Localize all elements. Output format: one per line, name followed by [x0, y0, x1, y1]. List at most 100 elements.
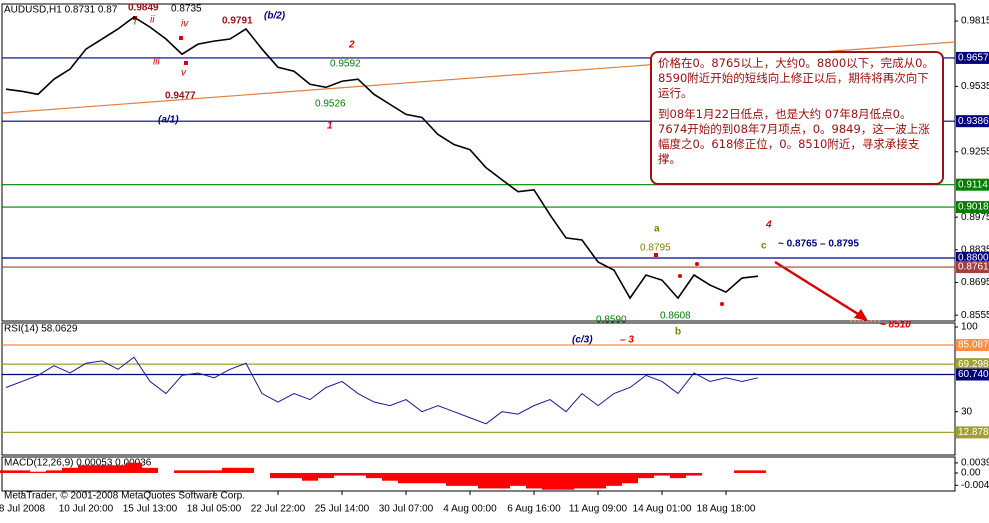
bar: [174, 470, 190, 473]
annotation: 0.8590: [596, 315, 627, 326]
line: [5, 356, 759, 425]
macd-panel: [1, 456, 956, 492]
annotation: v: [181, 68, 187, 79]
bar: [270, 472, 286, 479]
bar: [222, 467, 238, 473]
y-tick-label: 0.9535: [961, 81, 989, 92]
annotation: 0.9477: [165, 91, 196, 102]
bar: [318, 472, 334, 479]
level-label: 0.8761: [958, 262, 989, 273]
annotation: 4: [765, 220, 772, 231]
footer: MetaTrader, © 2001-2008 MetaQuotes Softw…: [4, 491, 245, 502]
annotation: (b/2): [264, 11, 286, 22]
annotation: 0.9592: [330, 59, 361, 70]
bar: [206, 470, 222, 473]
marker: [695, 262, 699, 266]
x-tick-label: 11 Aug 09:00: [569, 504, 628, 515]
level-label: 0.8800: [958, 253, 989, 264]
bar: [142, 467, 158, 473]
chart-title: AUDUSD,H1 0.8731 0.87: [4, 5, 118, 16]
y-tick-label: -0.00479: [961, 480, 989, 491]
marker: [184, 61, 188, 65]
bar: [14, 470, 30, 473]
note-box: 价格在0。8765以上，大约0。8800以下，完成从0。8590附近开始的短线向…: [650, 51, 944, 185]
level-label: 12.8788: [958, 427, 989, 438]
bar: [110, 465, 126, 473]
bar: [286, 472, 302, 479]
bar: [382, 472, 398, 481]
x-tick-label: 22 Jul 22:00: [251, 504, 306, 515]
y-tick-label: 0.8975: [961, 212, 989, 223]
x-tick-label: 25 Jul 14:00: [315, 504, 370, 515]
x-tick-label: 18 Jul 05:00: [187, 504, 242, 515]
y-tick-label: 30: [961, 406, 973, 417]
bar: [670, 472, 686, 479]
annotation: 0.9526: [315, 99, 346, 110]
bar: [414, 472, 430, 484]
y-tick-label: 0.00391: [961, 458, 989, 469]
y-tick-label: 0.00: [961, 468, 981, 479]
y-tick-label: 0.8695: [961, 277, 989, 288]
bar: [510, 472, 526, 486]
bar: [574, 472, 590, 489]
bar: [0, 470, 14, 473]
bar: [30, 471, 46, 473]
annotation: 2: [348, 40, 355, 51]
marker: [720, 302, 724, 306]
y-tick-label: 100: [961, 322, 978, 333]
bar: [654, 472, 670, 476]
annotation: 0.9791: [222, 16, 253, 27]
arrow: [774, 260, 867, 321]
note-text: 价格在0。8765以上，大约0。8800以下，完成从0。8590附近开始的短线向…: [658, 56, 934, 100]
x-tick-label: 8 Jul 2008: [0, 504, 46, 515]
rsi-title: RSI(14) 58.0629: [4, 324, 78, 335]
bar: [622, 472, 638, 484]
level-label: 0.9018: [958, 202, 989, 213]
y-tick-label: 0.8835: [961, 244, 989, 255]
level-label-box: [956, 51, 989, 64]
price-panel: [1, 3, 956, 322]
bar: [238, 467, 254, 473]
bar: [446, 472, 462, 486]
bar: [62, 467, 78, 473]
bar: [606, 472, 622, 486]
x-tick-label: 30 Jul 07:00: [379, 504, 434, 515]
bar: [302, 472, 318, 481]
annotation: ~ 8510: [880, 320, 911, 331]
bar: [350, 472, 366, 476]
annotation: 0.9849: [128, 3, 159, 14]
annotation: iv: [181, 19, 189, 30]
x-tick-label: 10 Jul 20:00: [59, 504, 114, 515]
level-label-box: [956, 426, 989, 439]
level-label: 0.9386: [958, 116, 989, 127]
bar: [590, 472, 606, 489]
annotation: 0.8735: [171, 4, 202, 15]
bar: [526, 472, 542, 489]
y-tick-label: 0.8555: [961, 310, 989, 321]
marker: [654, 253, 658, 257]
bar: [190, 470, 206, 473]
bar: [94, 465, 110, 473]
annotation: – 3: [620, 335, 634, 346]
bar: [126, 462, 142, 473]
level-label-box: [956, 201, 989, 214]
x-tick-label: 14 Aug 01:00: [633, 504, 692, 515]
annotation: 1: [327, 121, 333, 132]
y-tick-label: 0.9255: [961, 146, 989, 157]
bar: [366, 472, 382, 479]
bar: [46, 470, 62, 473]
y-tick-label: 0.9815: [961, 16, 989, 27]
bar: [638, 472, 654, 479]
x-tick-label: 4 Aug 00:00: [443, 504, 497, 515]
annotation: a: [654, 224, 660, 235]
annotation: i: [134, 17, 137, 28]
annotation: ~ 0.8765 – 0.8795: [778, 239, 859, 250]
macd-title: MACD(12,26,9) 0.00053 0.00036: [4, 458, 152, 469]
x-tick-label: 6 Aug 16:00: [507, 504, 561, 515]
annotation: c: [761, 241, 767, 252]
annotation: ii: [150, 15, 155, 26]
annotation: 0.8795: [640, 243, 671, 254]
level-label-box: [956, 368, 989, 381]
level-label: 69.2982: [958, 359, 989, 370]
